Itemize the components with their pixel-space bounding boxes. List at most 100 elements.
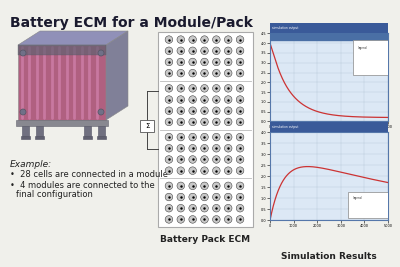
Circle shape	[20, 109, 26, 115]
Circle shape	[224, 144, 232, 152]
Circle shape	[201, 47, 208, 54]
Text: Simulation Results: Simulation Results	[281, 252, 377, 261]
Circle shape	[201, 36, 208, 44]
Circle shape	[177, 193, 184, 201]
Circle shape	[189, 36, 196, 44]
Circle shape	[224, 133, 232, 141]
Bar	[83, 136, 92, 139]
Circle shape	[224, 216, 232, 223]
Circle shape	[165, 47, 173, 54]
Circle shape	[224, 182, 232, 190]
Circle shape	[177, 47, 184, 54]
Text: •  28 cells are connected in a module: • 28 cells are connected in a module	[10, 170, 168, 179]
Circle shape	[212, 193, 220, 201]
Circle shape	[224, 85, 232, 92]
Bar	[36, 126, 43, 136]
Text: Battery ECM for a Module/Pack: Battery ECM for a Module/Pack	[10, 16, 253, 30]
Circle shape	[212, 69, 220, 77]
Circle shape	[189, 96, 196, 103]
Circle shape	[212, 182, 220, 190]
Circle shape	[177, 156, 184, 163]
Circle shape	[224, 205, 232, 212]
Circle shape	[177, 58, 184, 66]
Circle shape	[189, 107, 196, 115]
Circle shape	[224, 107, 232, 115]
Circle shape	[201, 58, 208, 66]
Text: simulation output: simulation output	[272, 125, 299, 129]
Circle shape	[98, 50, 104, 56]
Circle shape	[236, 133, 244, 141]
Text: Example:: Example:	[10, 160, 52, 169]
Circle shape	[224, 118, 232, 126]
Circle shape	[165, 216, 173, 223]
Circle shape	[189, 133, 196, 141]
Circle shape	[177, 96, 184, 103]
Bar	[158, 32, 253, 227]
Circle shape	[177, 36, 184, 44]
Circle shape	[177, 85, 184, 92]
Polygon shape	[106, 31, 128, 120]
Circle shape	[189, 118, 196, 126]
Bar	[16, 120, 108, 126]
Circle shape	[165, 69, 173, 77]
Bar	[22, 126, 29, 136]
Circle shape	[236, 47, 244, 54]
Circle shape	[224, 96, 232, 103]
Circle shape	[201, 96, 208, 103]
Circle shape	[165, 205, 173, 212]
Circle shape	[177, 144, 184, 152]
Bar	[98, 126, 105, 136]
Circle shape	[201, 85, 208, 92]
Circle shape	[165, 58, 173, 66]
Polygon shape	[18, 45, 106, 120]
Circle shape	[177, 167, 184, 174]
Circle shape	[165, 133, 173, 141]
FancyBboxPatch shape	[348, 192, 388, 218]
Circle shape	[177, 182, 184, 190]
Circle shape	[201, 167, 208, 174]
Circle shape	[165, 107, 173, 115]
Circle shape	[236, 216, 244, 223]
Circle shape	[201, 156, 208, 163]
Circle shape	[201, 216, 208, 223]
Circle shape	[224, 69, 232, 77]
Text: legend: legend	[353, 197, 362, 201]
Bar	[18, 45, 106, 55]
Circle shape	[236, 193, 244, 201]
Circle shape	[201, 107, 208, 115]
Bar	[140, 120, 154, 132]
Circle shape	[165, 118, 173, 126]
Circle shape	[165, 96, 173, 103]
Circle shape	[236, 118, 244, 126]
FancyBboxPatch shape	[270, 23, 388, 33]
Circle shape	[212, 58, 220, 66]
Text: •  4 modules are connected to the: • 4 modules are connected to the	[10, 181, 155, 190]
Circle shape	[98, 109, 104, 115]
Circle shape	[165, 144, 173, 152]
Bar	[21, 136, 30, 139]
Circle shape	[201, 133, 208, 141]
Circle shape	[212, 36, 220, 44]
Circle shape	[201, 205, 208, 212]
Circle shape	[201, 182, 208, 190]
Polygon shape	[18, 31, 128, 45]
Circle shape	[224, 36, 232, 44]
Circle shape	[165, 167, 173, 174]
Circle shape	[189, 216, 196, 223]
Circle shape	[177, 205, 184, 212]
Circle shape	[212, 96, 220, 103]
Circle shape	[165, 156, 173, 163]
Circle shape	[177, 133, 184, 141]
Circle shape	[224, 193, 232, 201]
Circle shape	[201, 193, 208, 201]
Circle shape	[212, 47, 220, 54]
FancyBboxPatch shape	[353, 40, 388, 75]
Circle shape	[236, 69, 244, 77]
Circle shape	[165, 36, 173, 44]
Circle shape	[201, 69, 208, 77]
Text: Battery Pack ECM: Battery Pack ECM	[160, 235, 250, 244]
Circle shape	[224, 58, 232, 66]
Circle shape	[189, 167, 196, 174]
Bar	[97, 136, 106, 139]
Circle shape	[212, 167, 220, 174]
